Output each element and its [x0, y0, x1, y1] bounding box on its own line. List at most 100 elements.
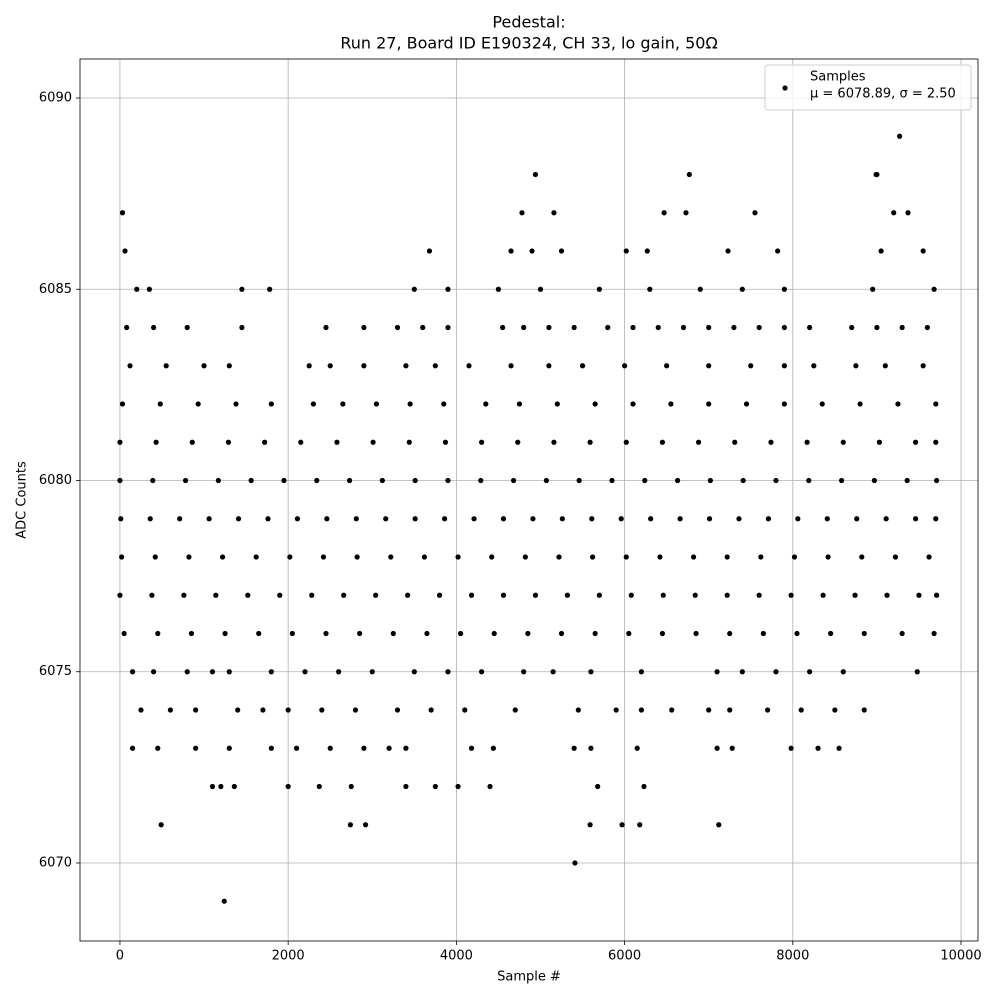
data-point: [537, 286, 544, 292]
data-point: [648, 516, 654, 522]
data-point: [895, 401, 901, 407]
data-point: [213, 592, 219, 598]
data-point: [933, 401, 939, 407]
data-point: [781, 324, 787, 331]
data-point: [157, 401, 163, 407]
data-point: [403, 783, 409, 790]
data-point: [219, 554, 226, 560]
data-point: [412, 477, 418, 484]
data-point: [426, 248, 433, 254]
data-point: [404, 592, 411, 598]
data-point: [924, 324, 930, 331]
data-point: [235, 516, 242, 522]
data-point: [642, 477, 648, 484]
data-point: [897, 133, 903, 139]
data-point: [727, 707, 733, 713]
data-point: [838, 477, 845, 484]
data-point: [316, 783, 322, 790]
data-point: [320, 554, 327, 560]
data-point: [445, 477, 451, 484]
data-point: [857, 401, 863, 407]
data-point: [324, 516, 330, 522]
data-point: [327, 363, 333, 369]
data-point: [892, 554, 899, 560]
data-point: [310, 401, 316, 407]
y-tick-label: 6070: [39, 855, 72, 870]
data-point: [546, 324, 552, 331]
data-point: [193, 745, 199, 751]
data-point: [564, 592, 570, 598]
data-point: [189, 439, 195, 445]
data-point: [119, 554, 125, 560]
data-point: [231, 783, 237, 790]
data-point: [794, 630, 800, 637]
data-point: [840, 669, 846, 675]
data-point: [791, 554, 798, 560]
data-point: [289, 630, 295, 637]
data-point: [508, 363, 514, 369]
data-point: [899, 630, 905, 637]
data-point: [483, 401, 489, 407]
data-point: [150, 669, 157, 675]
data-point: [233, 401, 239, 407]
data-point: [634, 745, 640, 751]
data-point: [184, 669, 190, 675]
data-point: [588, 669, 594, 675]
data-point: [828, 630, 834, 637]
data-point: [596, 286, 602, 292]
data-point: [388, 554, 394, 560]
data-point: [442, 439, 449, 445]
data-point: [618, 516, 624, 522]
data-point: [314, 477, 320, 484]
data-point: [129, 669, 136, 675]
data-point: [575, 707, 581, 713]
data-point: [221, 898, 227, 904]
data-point: [861, 707, 867, 713]
data-point: [815, 745, 821, 751]
data-point: [118, 516, 124, 522]
data-point: [432, 783, 438, 790]
data-point: [411, 669, 417, 675]
data-point: [262, 439, 268, 445]
data-point: [706, 707, 712, 713]
data-point: [756, 324, 762, 331]
data-point: [209, 669, 216, 675]
data-point: [500, 516, 507, 522]
data-point: [914, 669, 920, 675]
data-point: [277, 592, 283, 598]
data-point: [706, 363, 712, 369]
data-point: [807, 324, 813, 331]
data-point: [163, 363, 169, 369]
data-point: [479, 669, 485, 675]
data-point: [412, 516, 418, 522]
data-point: [260, 707, 266, 713]
data-point: [806, 477, 812, 484]
x-tick-label: 10000: [940, 949, 981, 964]
data-point: [736, 516, 742, 522]
data-point: [530, 516, 536, 522]
data-point: [740, 477, 746, 484]
plot-frame: [79, 58, 979, 942]
data-point: [478, 477, 484, 484]
data-point: [117, 592, 123, 598]
data-point: [206, 516, 212, 522]
data-point: [340, 401, 346, 407]
data-point: [177, 516, 183, 522]
data-point: [871, 477, 877, 484]
data-point: [621, 363, 628, 369]
data-point: [619, 822, 625, 828]
y-tick-label: 6080: [39, 473, 72, 488]
data-point: [352, 707, 359, 713]
data-point: [668, 401, 674, 407]
x-tick-label: 2000: [272, 949, 305, 964]
legend-box: [764, 64, 972, 111]
data-point: [455, 783, 461, 790]
data-point: [309, 592, 315, 598]
data-point: [268, 401, 274, 407]
data-point: [209, 783, 216, 790]
data-point: [623, 248, 629, 254]
data-point: [245, 592, 251, 598]
data-point: [226, 363, 232, 369]
data-point: [764, 707, 771, 713]
data-point: [595, 783, 601, 790]
